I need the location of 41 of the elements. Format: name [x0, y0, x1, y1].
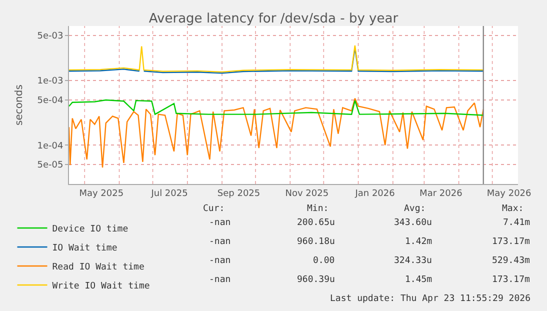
- text: 960.39u: [297, 275, 335, 285]
- text: 1.42m: [405, 237, 432, 247]
- y-tick-label: 5e-04: [37, 96, 64, 106]
- x-tick-label: May 2026: [486, 188, 532, 199]
- text: 173.17m: [492, 275, 530, 285]
- text: Avg:: [404, 204, 426, 214]
- text: 200.65u: [297, 218, 335, 228]
- text: -nan: [209, 218, 231, 228]
- legend-label: Write IO Wait time: [52, 282, 150, 292]
- text: 529.43m: [492, 256, 530, 266]
- x-tick-label: Jan 2026: [354, 188, 396, 199]
- text: Max:: [502, 204, 524, 214]
- text: 7.41m: [503, 218, 530, 228]
- y-axis-title: seconds: [14, 84, 26, 126]
- line-series: [69, 99, 484, 116]
- legend-label: IO Wait time: [52, 244, 118, 254]
- x-tick-label: Sep 2025: [217, 188, 260, 199]
- y-tick-label: 1e-04: [37, 141, 64, 152]
- text: -nan: [209, 256, 231, 266]
- legend-label: Read IO Wait time: [52, 262, 144, 273]
- x-tick-label: Jul 2025: [150, 188, 188, 199]
- y-tick-label: 5e-05: [37, 160, 64, 171]
- legend-label: Device IO time: [52, 224, 128, 235]
- y-tick-label: 1e-03: [37, 76, 64, 87]
- text: Last update: Thu Apr 23 11:55:29 2026: [330, 294, 530, 304]
- chart-title: Average latency for /dev/sda - by year: [148, 12, 399, 27]
- text: 960.18u: [297, 237, 335, 247]
- text: 1.45m: [405, 275, 432, 285]
- text: Cur:: [203, 204, 225, 214]
- text: 173.17m: [492, 237, 530, 247]
- text: 343.60u: [394, 218, 432, 228]
- text: 324.33u: [394, 256, 432, 266]
- x-tick-label: Nov 2025: [285, 188, 329, 199]
- line-series: [69, 98, 484, 168]
- x-tick-label: May 2025: [79, 188, 124, 199]
- text: -nan: [209, 275, 231, 285]
- x-tick-label: Mar 2026: [420, 188, 463, 199]
- text: 0.00: [313, 256, 335, 266]
- text: Min:: [307, 204, 329, 214]
- text: -nan: [209, 237, 231, 247]
- y-tick-label: 5e-03: [37, 32, 64, 42]
